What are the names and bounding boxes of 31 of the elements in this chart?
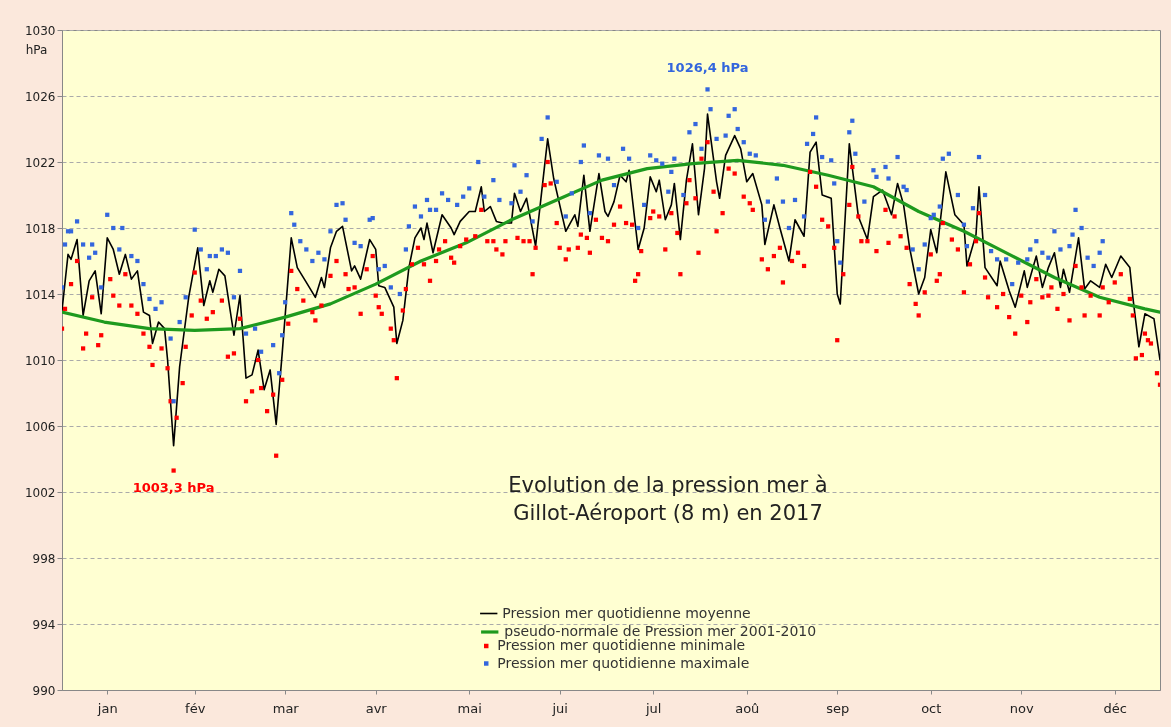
y-tick-label: 1014: [24, 287, 56, 302]
y-tick-label: 990: [32, 683, 56, 698]
y-axis-title: hPa: [25, 42, 48, 57]
x-tick-label: jan: [96, 700, 118, 716]
x-tick-label: nov: [1009, 700, 1034, 716]
y-tick-label: 1010: [24, 353, 56, 368]
x-tick-label: oct: [921, 700, 942, 716]
legend-label: Pression mer quotidienne maximale: [497, 654, 750, 671]
x-tick-label: sep: [826, 700, 850, 716]
y-tick-label: 1030: [24, 23, 56, 38]
annotation: 1026,4 hPa: [666, 60, 749, 76]
annotation: 1003,3 hPa: [132, 479, 215, 495]
y-tick-label: 998: [32, 551, 56, 566]
legend-label: pseudo-normale de Pression mer 2001-2010: [504, 623, 817, 639]
x-tick-label: aoû: [735, 700, 760, 716]
y-tick-label: 1022: [24, 155, 56, 170]
x-tick-label: fév: [185, 700, 206, 716]
y-tick-label: 1026: [24, 89, 56, 104]
x-tick-label: déc: [1103, 700, 1127, 716]
legend-label: Pression mer quotidienne moyenne: [502, 604, 751, 621]
x-tick-label: mai: [457, 700, 482, 716]
legend-label: Pression mer quotidienne minimale: [497, 637, 746, 653]
y-tick-label: 1018: [24, 221, 56, 236]
y-tick-label: 1002: [24, 485, 56, 500]
x-tick-label: jui: [551, 700, 568, 716]
y-tick-label: 994: [32, 617, 56, 632]
x-tick-label: jul: [645, 700, 662, 716]
x-tick-label: avr: [365, 700, 388, 716]
y-tick-label: 1006: [24, 419, 56, 434]
x-tick-label: mar: [272, 700, 300, 716]
text: Evolution de la pression mer à Gillot-Aéroport (8 m) en 2017: [508, 473, 828, 525]
